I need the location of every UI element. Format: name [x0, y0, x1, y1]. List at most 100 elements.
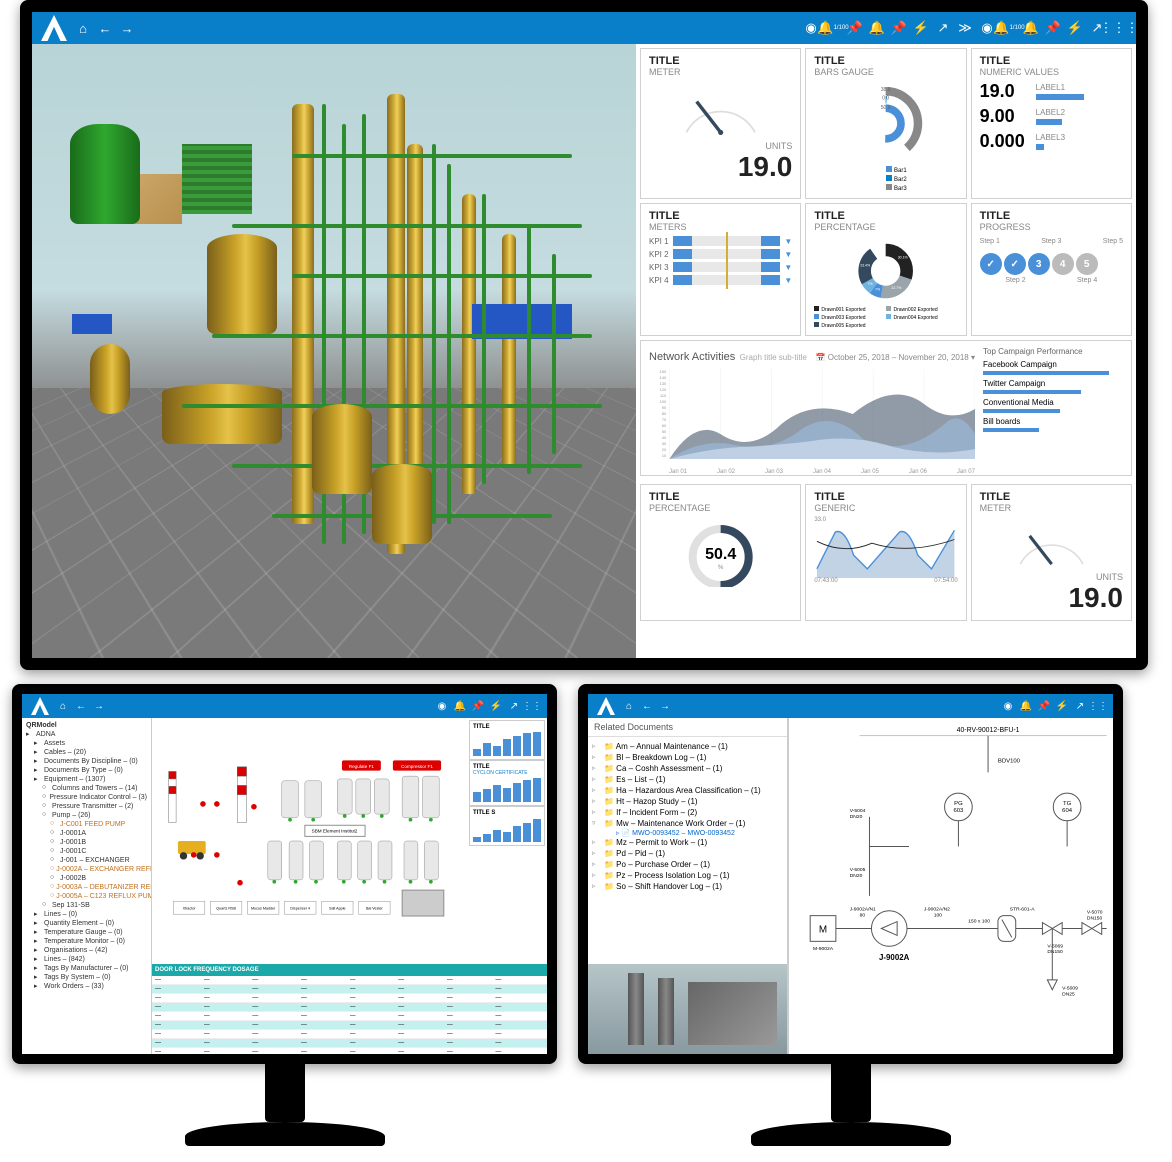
pin-icon[interactable]: 📌 [1037, 699, 1051, 713]
svg-text:Xtractor: Xtractor [183, 907, 197, 911]
doc-item[interactable]: 📁 Es – List – (1) [590, 774, 785, 785]
app-logo[interactable] [594, 694, 620, 718]
tree-item[interactable]: ○J-0002A – EXCHANGER REFLUX PUMP [50, 865, 147, 873]
doc-item[interactable]: 📁 Ca – Coshh Assessment – (1) [590, 763, 785, 774]
tree-item[interactable]: ○J-C001 FEED PUMP [50, 820, 147, 828]
tree-item[interactable]: ▸Documents By Discipline – (0) [34, 757, 147, 765]
app-logo[interactable] [28, 694, 54, 718]
doc-item[interactable]: 📁 Po – Purchase Order – (1) [590, 859, 785, 870]
bell3-icon[interactable]: 🔔1/100 [1000, 19, 1018, 37]
bell-icon[interactable]: 🔔 [453, 699, 467, 713]
table-row[interactable]: ———————— [152, 994, 547, 1003]
svg-text:604: 604 [1062, 808, 1073, 814]
tree-item[interactable]: ○Columns and Towers – (14) [42, 784, 147, 792]
mini-chart: TITLE S [469, 806, 545, 846]
home-icon[interactable]: ⌂ [74, 19, 92, 37]
tree-item[interactable]: ○Pump – (26) [42, 811, 147, 819]
tree-item[interactable]: ○J-0001C [50, 847, 147, 855]
table-row[interactable]: ———————— [152, 1039, 547, 1048]
bell4-icon[interactable]: 🔔 [1022, 19, 1040, 37]
doc-item[interactable]: 📁 Am – Annual Maintenance – (1) [590, 741, 785, 752]
bell-icon[interactable]: 🔔 [1019, 699, 1033, 713]
tree-item[interactable]: ○J-0001A [50, 829, 147, 837]
back-icon[interactable]: ← [640, 699, 654, 713]
viewport-3d[interactable] [32, 44, 636, 658]
lightning2-icon[interactable]: ⚡ [1066, 19, 1084, 37]
forward-icon[interactable]: → [92, 699, 106, 713]
table-row[interactable]: ———————— [152, 1021, 547, 1030]
tree-item[interactable]: ○J-001 – EXCHANGER [50, 856, 147, 864]
lightning-icon[interactable]: ⚡ [912, 19, 930, 37]
share-icon[interactable]: ↗ [1073, 699, 1087, 713]
grid-icon[interactable]: ⋮⋮ [1091, 699, 1105, 713]
table-row[interactable]: ———————— [152, 976, 547, 985]
pin-icon[interactable]: 📌 [471, 699, 485, 713]
table-row[interactable]: ———————— [152, 985, 547, 994]
doc-item[interactable]: 📁 If – Incident Form – (2) [590, 807, 785, 818]
tree-item[interactable]: ▸Temperature Gauge – (0) [34, 928, 147, 936]
lightning-icon[interactable]: ⚡ [1055, 699, 1069, 713]
forward-icon[interactable]: → [118, 19, 136, 37]
share-icon[interactable]: ↗ [507, 699, 521, 713]
tree-item[interactable]: ○Pressure Indicator Control – (3) [42, 793, 147, 801]
widget-progress: TITLE PROGRESS Step 1Step 3Step 5 345 St… [971, 203, 1132, 336]
document-thumbnail[interactable] [588, 964, 787, 1054]
table-row[interactable]: ———————— [152, 1003, 547, 1012]
grid-icon[interactable]: ⋮⋮⋮ [1110, 19, 1128, 37]
tree-item[interactable]: ▸Assets [34, 739, 147, 747]
data-table[interactable]: DOOR LOCK FREQUENCY DOSAGE —————————————… [152, 964, 547, 1054]
home-icon[interactable]: ⌂ [622, 699, 636, 713]
tree-item[interactable]: ○Sep 131-SB [42, 901, 147, 909]
scada-view[interactable]: Regulate F1 Compressor F1 SBM Element In… [152, 718, 467, 964]
pin-icon[interactable]: 📌 [846, 19, 864, 37]
tree-item[interactable]: ▸Tags By System – (0) [34, 973, 147, 981]
date-range[interactable]: 📅 October 25, 2018 – November 20, 2018 ▾ [816, 353, 975, 362]
chevrons-icon[interactable]: ≫ [956, 19, 974, 37]
document-tree[interactable]: 📁 Am – Annual Maintenance – (1)📁 Bl – Br… [588, 737, 787, 964]
back-icon[interactable]: ← [96, 19, 114, 37]
grid-icon[interactable]: ⋮⋮ [525, 699, 539, 713]
tree-item[interactable]: ▸ADNA [26, 730, 147, 738]
tree-item[interactable]: ▸Lines – (842) [34, 955, 147, 963]
table-row[interactable]: ———————— [152, 1048, 547, 1054]
bell-icon[interactable]: 🔔1/100 [824, 19, 842, 37]
tree-item[interactable]: ▸Documents By Type – (0) [34, 766, 147, 774]
back-icon[interactable]: ← [74, 699, 88, 713]
doc-item[interactable]: 📁 Ha – Hazardous Area Classification – (… [590, 785, 785, 796]
tree-item[interactable]: ▸Temperature Monitor – (0) [34, 937, 147, 945]
bell2-icon[interactable]: 🔔 [868, 19, 886, 37]
eye-icon[interactable]: ◉ [1001, 699, 1015, 713]
tree-item[interactable]: ○J-0005A – C123 REFLUX PUMP [50, 892, 147, 900]
doc-item[interactable]: 📁 Mw – Maintenance Work Order – (1) [590, 818, 785, 829]
tree-item[interactable]: ○J-0001B [50, 838, 147, 846]
doc-item[interactable]: 📁 Pd – Pid – (1) [590, 848, 785, 859]
doc-item-selected[interactable]: ▹ 📄 MWO-0093452 – MWO-0093452 [590, 829, 785, 837]
table-row[interactable]: ———————— [152, 1030, 547, 1039]
lightning-icon[interactable]: ⚡ [489, 699, 503, 713]
pid-view[interactable]: 40-RV-90012-BFU-1 BDV100 PG603 TG604 [788, 718, 1113, 1054]
doc-item[interactable]: 📁 Ht – Hazop Study – (1) [590, 796, 785, 807]
tree-panel[interactable]: QRModel ▸ADNA▸Assets▸Cables – (20)▸Docum… [22, 718, 152, 1054]
tree-item[interactable]: ○J-0002B [50, 874, 147, 882]
tree-item[interactable]: ▸Tags By Manufacturer – (0) [34, 964, 147, 972]
home-icon[interactable]: ⌂ [56, 699, 70, 713]
tree-item[interactable]: ▸Equipment – (1307) [34, 775, 147, 783]
doc-item[interactable]: 📁 So – Shift Handover Log – (1) [590, 881, 785, 892]
tree-item[interactable]: ▸Cables – (20) [34, 748, 147, 756]
doc-item[interactable]: 📁 Pz – Process Isolation Log – (1) [590, 870, 785, 881]
pin2-icon[interactable]: 📌 [890, 19, 908, 37]
tree-item[interactable]: ○J-0003A – DEBUTANIZER REFLUX PUMP [50, 883, 147, 891]
forward-icon[interactable]: → [658, 699, 672, 713]
doc-item[interactable]: 📁 Mz – Permit to Work – (1) [590, 837, 785, 848]
table-row[interactable]: ———————— [152, 1012, 547, 1021]
tree-item[interactable]: ▸Lines – (0) [34, 910, 147, 918]
tree-item[interactable]: ▸Work Orders – (33) [34, 982, 147, 990]
tree-item[interactable]: ○Pressure Transmitter – (2) [42, 802, 147, 810]
tree-item[interactable]: ▸Organisations – (42) [34, 946, 147, 954]
share-icon[interactable]: ↗ [934, 19, 952, 37]
app-logo[interactable] [38, 12, 72, 44]
tree-item[interactable]: ▸Quantity Element – (0) [34, 919, 147, 927]
eye-icon[interactable]: ◉ [435, 699, 449, 713]
doc-item[interactable]: 📁 Bl – Breakdown Log – (1) [590, 752, 785, 763]
pin3-icon[interactable]: 📌 [1044, 19, 1062, 37]
